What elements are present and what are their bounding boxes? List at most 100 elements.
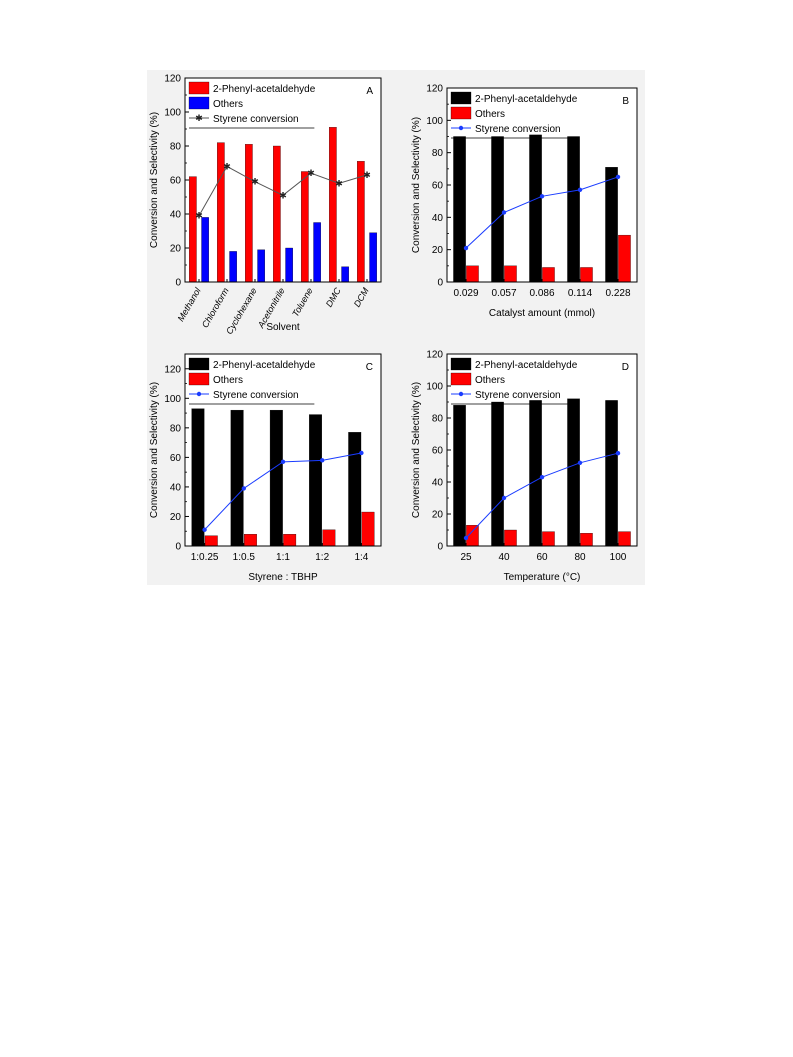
legend-swatch-A-0 — [188, 81, 210, 95]
y-tick-label: 120 — [426, 350, 443, 361]
legend-label: 2-Phenyl-acetaldehyde — [213, 360, 316, 371]
bar-A-s0-0 — [189, 176, 197, 283]
y-tick-label: 100 — [426, 116, 443, 127]
x-tick-label: 0.029 — [453, 288, 478, 299]
y-tick-label: 20 — [170, 244, 182, 255]
bar-A-s1-0 — [201, 217, 209, 283]
y-tick-label: 0 — [437, 542, 443, 553]
y-tick-label: 80 — [432, 148, 444, 159]
bar-A-s1-2 — [257, 249, 265, 283]
bar-D-s0-2 — [529, 400, 542, 547]
y-tick-label: 40 — [432, 478, 444, 489]
y-tick-label: 20 — [432, 510, 444, 521]
bar-D-s0-3 — [567, 398, 580, 547]
bar-C-s1-1 — [244, 534, 257, 547]
x-tick-label: 1:2 — [315, 552, 329, 563]
y-tick-label: 60 — [432, 181, 444, 192]
y-tick-label: 120 — [164, 74, 181, 85]
bar-C-s0-2 — [269, 409, 283, 547]
bar-C-s1-2 — [283, 534, 297, 547]
legend-label: 2-Phenyl-acetaldehyde — [213, 84, 316, 95]
line-point-C-3 — [320, 458, 325, 463]
bar-A-s0-5 — [329, 127, 337, 283]
bar-B-s0-3 — [567, 136, 580, 283]
chart-figure: 0 20 40 60 80 100 120 ✱ ✱ ✱ ✱ ✱ ✱ ✱ MethanolChloroform… — [149, 74, 638, 583]
legend-label: Styrene conversion — [475, 124, 561, 135]
line-point-A-0: ✱ — [195, 211, 203, 221]
x-axis-label: Catalyst amount (mmol) — [489, 308, 595, 319]
x-tick-label: 1:1 — [276, 552, 290, 563]
y-tick-label: 40 — [170, 482, 182, 493]
line-point-C-1 — [241, 486, 246, 491]
bar-B-s1-1 — [504, 265, 517, 283]
bar-A-s0-4 — [301, 171, 309, 283]
bar-A-s1-5 — [341, 266, 349, 283]
bar-D-s1-3 — [580, 533, 593, 547]
legend-swatch-B-1 — [450, 106, 472, 120]
legend-marker-C — [196, 391, 202, 397]
line-point-C-0 — [202, 527, 207, 532]
legend-swatch-B-0 — [450, 91, 472, 105]
legend-label: Others — [475, 375, 505, 386]
x-tick-label: 100 — [610, 552, 627, 563]
bar-D-s0-1 — [491, 401, 504, 547]
line-point-D-3 — [577, 460, 583, 465]
bar-C-s0-0 — [191, 408, 205, 547]
line-point-B-4 — [615, 174, 621, 180]
legend-marker-D — [458, 391, 464, 397]
y-axis-label: Conversion and Selectivity (%) — [411, 382, 422, 518]
x-tick-label: 1:0.25 — [191, 552, 219, 563]
y-tick-label: 20 — [170, 512, 182, 523]
legend-label: Others — [213, 99, 243, 110]
y-tick-label: 0 — [175, 278, 181, 289]
x-tick-label: 80 — [574, 552, 586, 563]
x-tick-label: Chloroform — [200, 286, 231, 330]
panel-label: B — [622, 96, 629, 107]
y-tick-label: 60 — [170, 453, 182, 464]
series-line-A — [198, 165, 368, 216]
bar-B-s1-2 — [542, 267, 555, 283]
x-tick-label: 0.114 — [568, 288, 593, 299]
x-tick-label: 0.086 — [529, 288, 554, 299]
bar-B-s1-3 — [580, 267, 593, 283]
bar-B-s0-2 — [529, 134, 542, 283]
line-point-A-4: ✱ — [307, 168, 315, 178]
line-point-B-0 — [463, 245, 469, 251]
bar-B-s0-4 — [605, 167, 618, 283]
y-tick-label: 120 — [426, 84, 443, 95]
x-tick-label: 0.057 — [491, 288, 516, 299]
legend-swatch-C-0 — [188, 357, 210, 371]
bar-C-s1-3 — [322, 529, 336, 547]
line-point-A-5: ✱ — [335, 178, 343, 188]
bar-A-s1-6 — [369, 232, 377, 283]
line-point-D-4 — [615, 451, 621, 456]
bar-A-s0-2 — [245, 144, 253, 283]
bar-A-s0-3 — [273, 145, 281, 283]
line-point-B-1 — [501, 210, 507, 215]
bar-D-s0-4 — [605, 400, 618, 547]
line-point-C-2 — [280, 459, 286, 465]
y-tick-label: 80 — [170, 423, 182, 434]
line-point-B-2 — [539, 194, 545, 199]
bar-B-s1-0 — [466, 265, 479, 283]
y-axis-label: Conversion and Selectivity (%) — [149, 112, 160, 248]
line-point-A-6: ✱ — [363, 170, 371, 180]
panel-label: D — [622, 362, 629, 373]
y-tick-label: 40 — [170, 210, 182, 221]
x-tick-label: DCM — [352, 286, 371, 309]
x-tick-label: 0.228 — [605, 288, 630, 299]
x-axis-label: Styrene : TBHP — [248, 572, 318, 583]
bar-C-s1-4 — [361, 511, 375, 547]
x-tick-label: 1:4 — [354, 552, 368, 563]
legend-swatch-C-1 — [188, 372, 210, 386]
x-tick-label: Toluene — [290, 286, 315, 318]
bar-C-s0-3 — [309, 414, 322, 547]
bar-D-s1-4 — [618, 531, 631, 547]
legend-label: Others — [213, 375, 243, 386]
line-point-A-2: ✱ — [251, 177, 259, 187]
x-tick-label: 25 — [460, 552, 472, 563]
y-tick-label: 40 — [432, 213, 444, 224]
y-tick-label: 80 — [432, 414, 444, 425]
bar-A-s1-4 — [313, 222, 321, 283]
legend-label: 2-Phenyl-acetaldehyde — [475, 94, 578, 105]
